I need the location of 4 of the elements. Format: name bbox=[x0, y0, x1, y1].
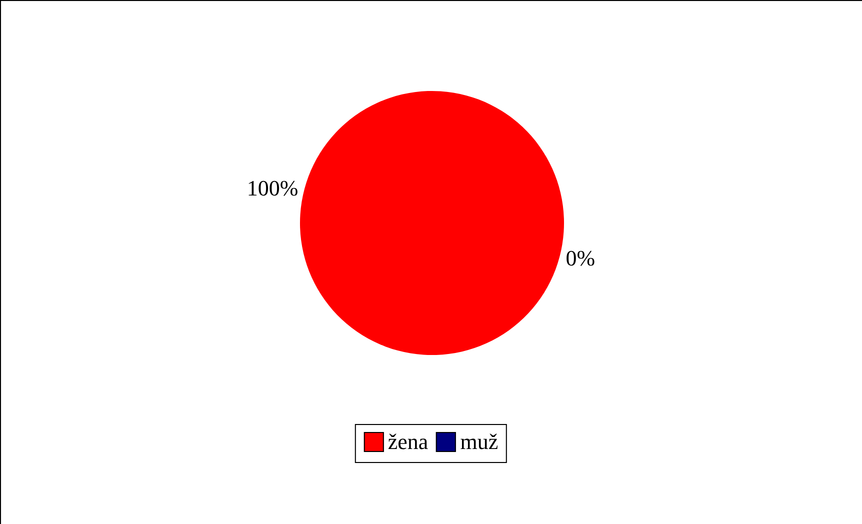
text: 0% bbox=[566, 246, 596, 270]
legend-label: muž bbox=[460, 429, 498, 455]
data-label: 100% bbox=[246, 176, 298, 200]
legend-label: žena bbox=[388, 429, 428, 455]
